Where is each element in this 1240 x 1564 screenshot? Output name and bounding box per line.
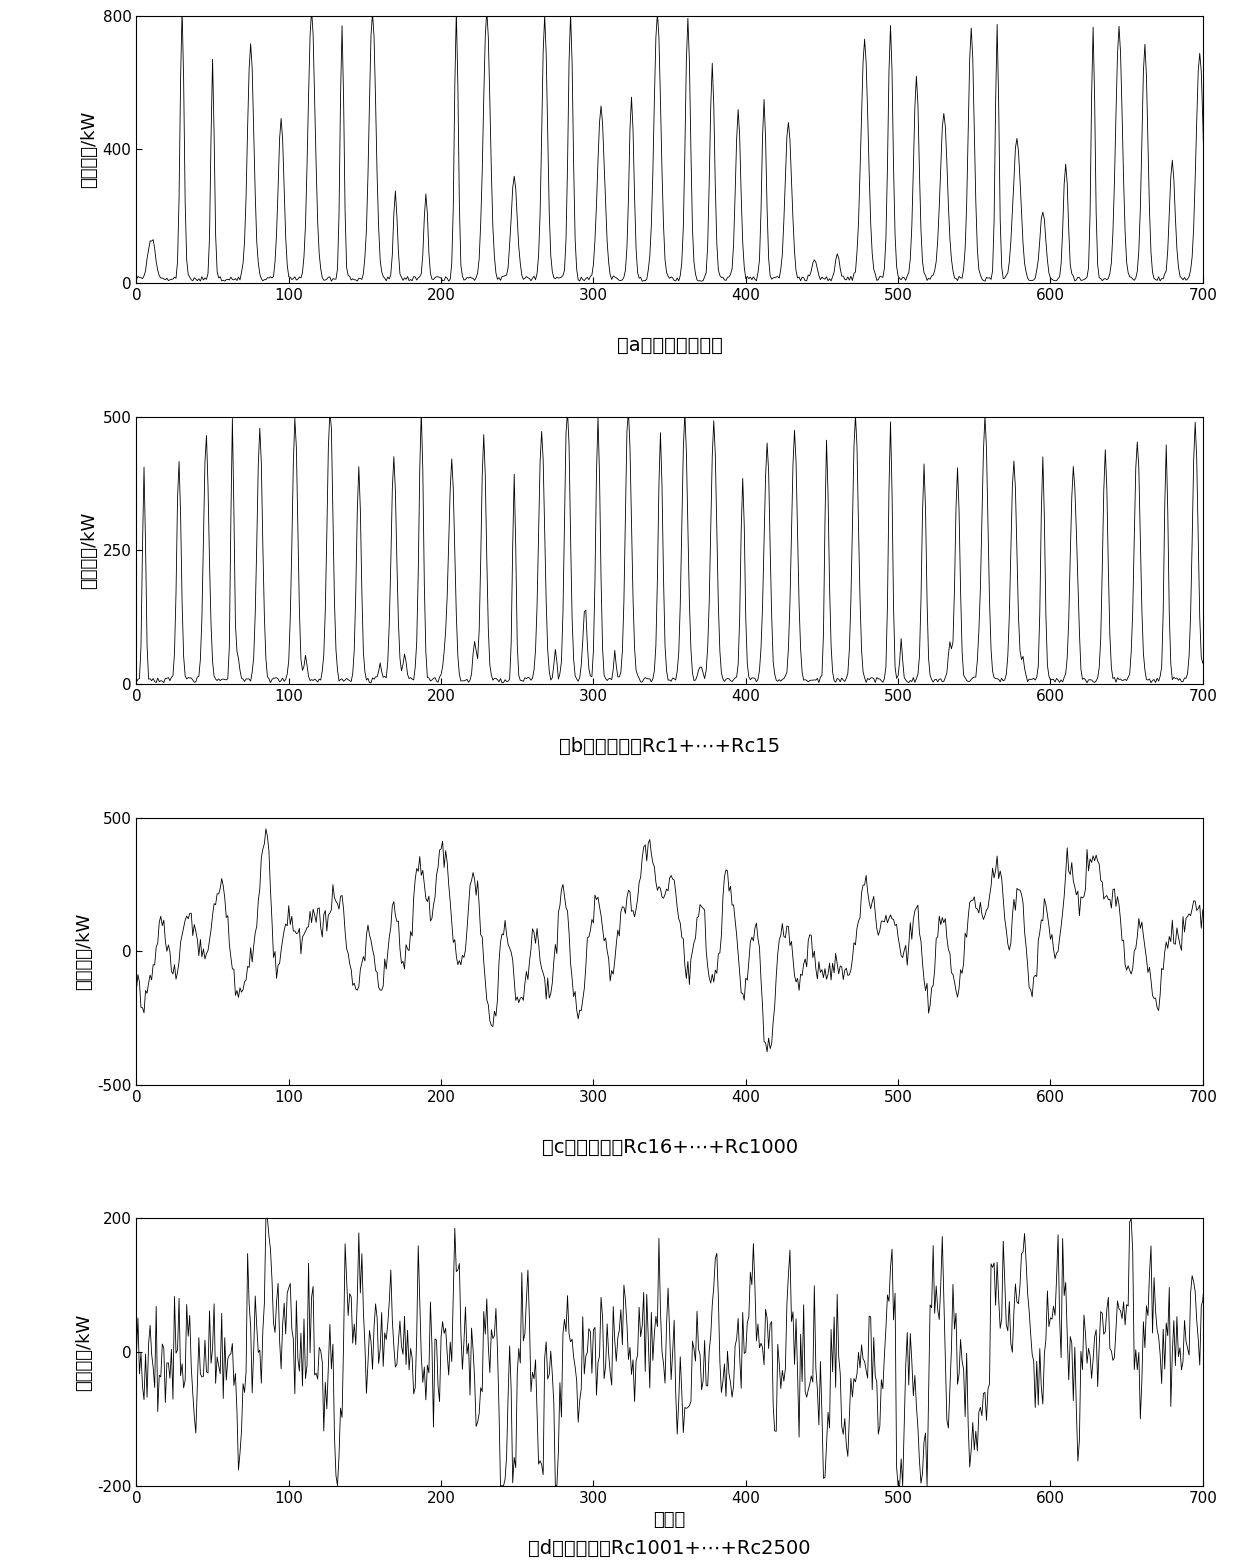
Text: （c）重构序列Rc16+⋯+Rc1000: （c）重构序列Rc16+⋯+Rc1000: [542, 1139, 797, 1157]
Text: （b）重构序列Rc1+⋯+Rc15: （b）重构序列Rc1+⋯+Rc15: [559, 737, 780, 757]
Y-axis label: 噪声序列/kW: 噪声序列/kW: [74, 1314, 93, 1390]
X-axis label: 观测点: 观测点: [653, 1511, 686, 1530]
Y-axis label: 高频序列/kW: 高频序列/kW: [74, 912, 93, 990]
Text: （d）重构序列Rc1001+⋯+Rc2500: （d）重构序列Rc1001+⋯+Rc2500: [528, 1539, 811, 1558]
Y-axis label: 低频序列/kW: 低频序列/kW: [81, 511, 98, 590]
Y-axis label: 光伏出力/kW: 光伏出力/kW: [81, 111, 98, 188]
Text: （a）原始数据序列: （a）原始数据序列: [616, 336, 723, 355]
